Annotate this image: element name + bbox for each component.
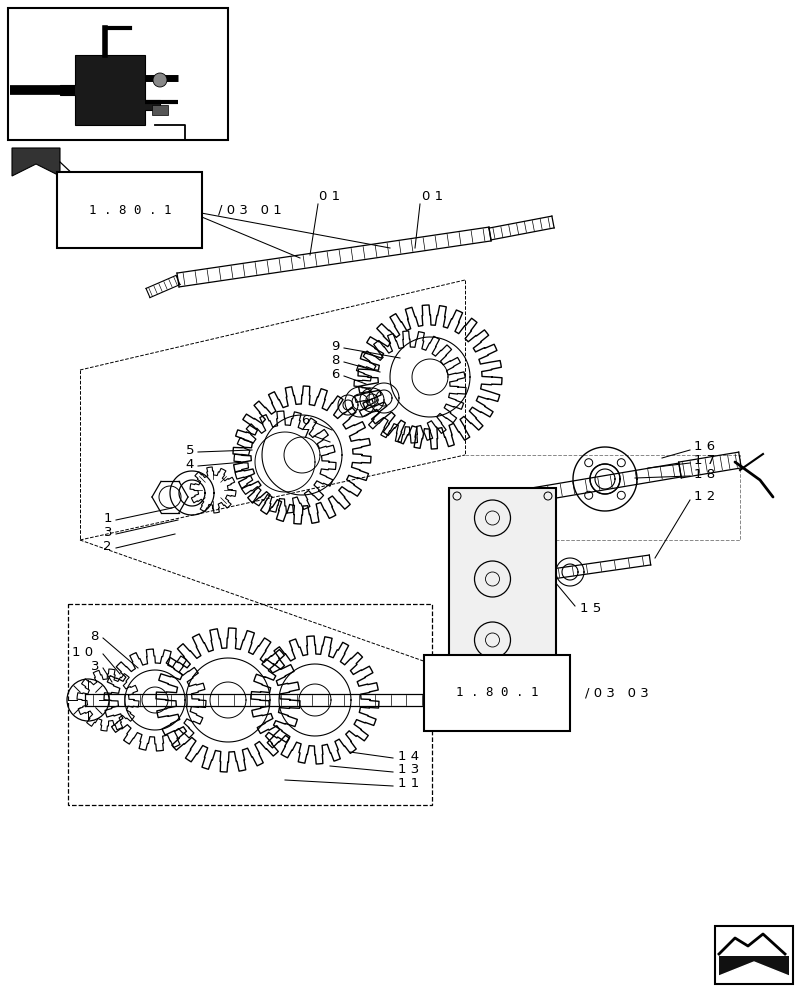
Text: 1 0: 1 0 xyxy=(72,646,93,658)
Text: 6: 6 xyxy=(301,414,310,426)
Text: 1 . 8 0 . 1: 1 . 8 0 . 1 xyxy=(455,686,538,700)
Text: 1 2: 1 2 xyxy=(693,490,714,504)
Text: 1: 1 xyxy=(103,512,112,524)
Text: 7: 7 xyxy=(301,428,310,440)
Text: 0 1: 0 1 xyxy=(422,190,443,202)
Text: / 0 3   0 3: / 0 3 0 3 xyxy=(584,686,648,700)
Polygon shape xyxy=(60,55,160,125)
Bar xyxy=(448,488,556,670)
Bar xyxy=(8,8,228,140)
Circle shape xyxy=(152,73,167,87)
Text: 1 3: 1 3 xyxy=(397,763,418,776)
Text: 2: 2 xyxy=(103,540,112,552)
Text: 1 5: 1 5 xyxy=(579,601,600,614)
Bar xyxy=(714,926,792,984)
Bar xyxy=(718,956,788,976)
Text: 1 6: 1 6 xyxy=(693,440,714,452)
Text: 1 4: 1 4 xyxy=(397,750,418,762)
Polygon shape xyxy=(12,148,60,176)
Text: 5: 5 xyxy=(185,444,194,456)
Text: 3: 3 xyxy=(90,660,99,672)
Text: 1 1: 1 1 xyxy=(397,777,418,790)
Text: 1 8: 1 8 xyxy=(693,468,714,481)
Text: 8: 8 xyxy=(91,630,99,643)
Polygon shape xyxy=(718,962,788,976)
Text: 8: 8 xyxy=(331,354,340,366)
Text: 9: 9 xyxy=(331,340,340,353)
Text: 6: 6 xyxy=(331,367,340,380)
Text: 0 1: 0 1 xyxy=(319,190,340,202)
Text: 1 7: 1 7 xyxy=(693,454,714,466)
Text: / 0 3   0 1: / 0 3 0 1 xyxy=(217,204,281,217)
Text: 1 . 8 0 . 1: 1 . 8 0 . 1 xyxy=(88,204,171,217)
Bar xyxy=(68,604,431,805)
Text: 3: 3 xyxy=(103,526,112,538)
Bar xyxy=(152,105,168,115)
Text: 4: 4 xyxy=(186,458,194,471)
